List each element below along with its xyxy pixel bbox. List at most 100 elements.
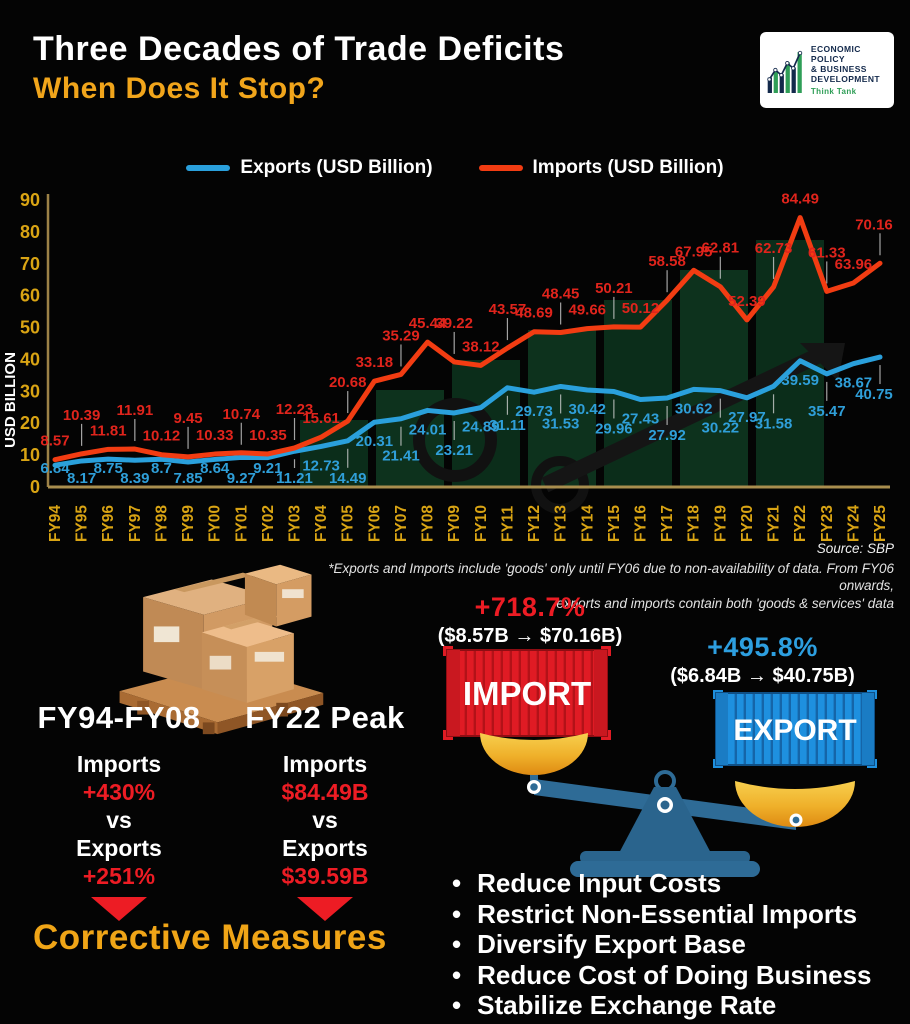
svg-text:FY13: FY13 [553,505,570,542]
svg-text:FY08: FY08 [420,505,437,542]
imports-line-swatch [478,165,523,171]
svg-text:FY18: FY18 [686,505,703,542]
exports-line [52,354,883,468]
svg-text:8.39: 8.39 [120,470,149,487]
peak-vs-label: vs [312,807,338,834]
fy22-peak-stat-block: FY22 Peak Imports $84.49B vs Exports $39… [230,700,420,922]
svg-text:9.27: 9.27 [227,470,256,487]
svg-text:45.44: 45.44 [409,315,447,332]
bullet-icon: • [452,990,462,1021]
chart-legend: Exports (USD Billion) Imports (USD Billi… [0,157,910,179]
import-growth-pct: +718.7% [474,592,586,622]
legend-item-exports: Exports (USD Billion) [186,157,433,179]
svg-text:62.81: 62.81 [702,240,740,257]
svg-text:49.66: 49.66 [568,302,606,319]
bullet-icon: • [452,929,462,960]
svg-text:33.18: 33.18 [356,354,394,371]
svg-text:FY02: FY02 [260,505,277,542]
list-item: • Diversify Export Base [452,929,746,960]
trade-deficit-line-chart: 0 10 20 30 40 50 60 70 80 90 USD BILLION FY94 FY95 FY… [2,190,893,542]
period-exports-value: +251% [82,863,156,890]
svg-text:10: 10 [20,445,40,465]
svg-text:11.21: 11.21 [276,470,313,487]
svg-text:FY23: FY23 [819,505,836,542]
svg-text:70: 70 [20,254,40,274]
import-container-label: IMPORT [463,675,591,712]
svg-text:FY04: FY04 [313,505,330,542]
corrective-measures-list: • Reduce Input Costs • Restrict Non-Essent… [452,869,907,1023]
svg-text:FY96: FY96 [100,505,117,542]
period-vs-label: vs [106,807,132,834]
svg-text:31.53: 31.53 [542,415,580,432]
svg-text:62.73: 62.73 [755,240,793,257]
svg-text:39.22: 39.22 [435,315,473,332]
svg-text:7.85: 7.85 [173,470,202,487]
svg-text:8.75: 8.75 [94,460,123,477]
svg-text:FY06: FY06 [366,505,383,542]
svg-text:FY15: FY15 [606,505,623,542]
svg-text:FY22: FY22 [792,505,809,542]
chart-footnote-line1: *Exports and Imports include 'goods' onl… [328,560,894,594]
svg-text:FY03: FY03 [287,505,304,542]
list-item: • Reduce Cost of Doing Business [452,959,872,990]
list-item: • Stabilize Exchange Rate [452,990,777,1021]
svg-text:FY24: FY24 [845,505,862,542]
period-exports-label: Exports [76,835,162,862]
svg-text:70.16: 70.16 [855,216,893,233]
svg-text:11.81: 11.81 [90,422,127,439]
svg-text:FY14: FY14 [579,505,596,542]
svg-text:38.67: 38.67 [835,375,873,392]
svg-text:FY25: FY25 [872,505,889,542]
svg-text:8.17: 8.17 [67,470,96,487]
svg-text:FY07: FY07 [393,505,410,542]
svg-text:FY05: FY05 [340,505,357,542]
svg-text:30.22: 30.22 [702,420,740,437]
svg-text:39.59: 39.59 [781,372,819,389]
svg-text:24.89: 24.89 [462,419,500,436]
chart-notes: Source: SBP *Exports and Imports include… [294,540,894,612]
svg-text:29.73: 29.73 [515,403,553,420]
svg-text:15.61: 15.61 [302,410,340,427]
corrective-measures-title: Corrective Measures [33,918,387,957]
svg-text:60: 60 [20,286,40,306]
export-growth-range: ($6.84B → $40.75B) [670,665,855,687]
svg-text:FY09: FY09 [446,505,463,542]
svg-text:20.31: 20.31 [356,433,394,450]
svg-text:40: 40 [20,349,40,369]
svg-text:27.43: 27.43 [622,411,660,428]
logo-barchart-icon [767,50,803,94]
svg-text:10.74: 10.74 [223,406,261,423]
imports-line [52,215,883,463]
svg-text:FY17: FY17 [659,505,676,542]
import-container-graphic: IMPORT [443,646,611,740]
export-container-label: EXPORT [733,714,856,747]
svg-text:23.21: 23.21 [435,442,473,459]
period-imports-value: +430% [82,779,156,806]
peak-exports-label: Exports [282,835,368,862]
svg-text:50.12: 50.12 [622,300,660,317]
legend-item-imports: Imports (USD Billion) [478,157,724,179]
svg-text:0: 0 [30,477,40,497]
svg-text:FY19: FY19 [712,505,729,542]
svg-text:27.97: 27.97 [728,409,766,426]
peak-imports-label: Imports [282,751,368,777]
svg-text:90: 90 [20,190,40,210]
logo-line1: ECONOMIC POLICY [810,43,861,65]
svg-text:63.96: 63.96 [835,256,873,273]
logo-tagline: Think Tank [810,86,857,96]
svg-text:40.75: 40.75 [855,386,893,403]
svg-text:43.57: 43.57 [489,301,527,318]
svg-text:9.21: 9.21 [253,460,282,477]
svg-text:12.23: 12.23 [276,401,314,418]
chart-source: Source: SBP [816,541,894,556]
svg-text:8.64: 8.64 [200,460,230,477]
bullet-icon: • [452,959,462,990]
svg-text:9.45: 9.45 [173,410,202,427]
svg-text:FY16: FY16 [632,505,649,542]
svg-text:21.41: 21.41 [382,448,420,465]
down-arrow-icon [91,897,147,922]
svg-text:8.57: 8.57 [40,433,69,450]
svg-text:50: 50 [20,318,40,338]
bullet-icon: • [452,898,462,929]
